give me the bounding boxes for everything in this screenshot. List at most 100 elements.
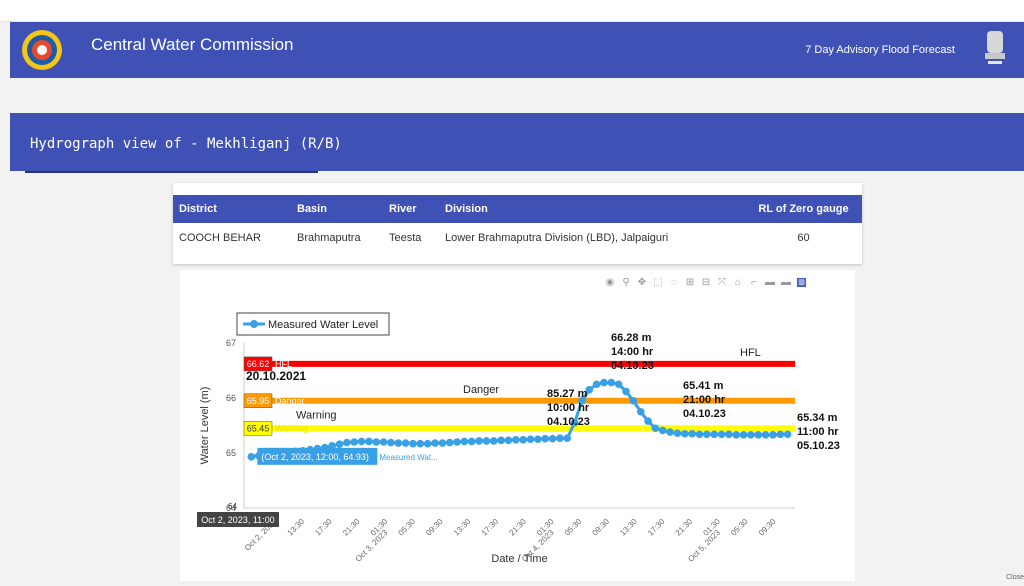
level-badge-hfl <box>243 356 273 372</box>
data-point <box>607 378 616 387</box>
zoom-in-icon[interactable]: ⊞ <box>685 277 695 288</box>
data-point <box>783 430 792 439</box>
x-tick-label: 13:30 <box>286 517 307 538</box>
hover-label-box <box>257 447 378 465</box>
title-underline <box>25 171 318 173</box>
chart-svg[interactable]: 64 65 66 67 66.62 HFL 65.95 Danger 65.45 Warning 2… <box>180 270 855 581</box>
x-tick-label: 13:30 <box>618 517 639 538</box>
data-point <box>629 396 638 405</box>
data-point <box>592 380 601 389</box>
data-point <box>416 439 425 448</box>
value-annotation-line: 66.28 m <box>611 332 652 344</box>
autoscale-icon[interactable]: ⤧ <box>718 277 726 288</box>
plotly-logo-icon[interactable]: ▥ <box>797 278 806 287</box>
value-annotation-line: 65.34 m <box>797 412 838 424</box>
data-point <box>644 417 652 425</box>
hydrograph-plot: ◉ ⚲ ✥ ⬚ ◌ ⊞ ⊟ ⤧ ⌂ ⌐ ▬ ▬ ▥ 64 65 66 67 66.62 H… <box>180 270 855 581</box>
y-tick-label: 65 <box>226 448 236 458</box>
data-point <box>585 385 594 394</box>
cell-district: COOCH BEHAR <box>179 232 261 244</box>
zoom-out-icon[interactable]: ⊟ <box>701 277 711 288</box>
header-district: District <box>179 203 217 215</box>
y-tick-label: 67 <box>226 338 236 348</box>
hover-series-name: Measured Wat... <box>379 453 437 462</box>
value-annotation-line: 85.27 m <box>547 388 588 400</box>
data-point <box>541 434 550 443</box>
data-point <box>365 437 373 446</box>
data-point <box>747 431 755 439</box>
cell-rl-zero-gauge: 60 <box>797 232 810 244</box>
danger-annotation: Danger <box>463 384 499 396</box>
data-point <box>431 439 439 447</box>
data-point <box>387 438 395 447</box>
data-point <box>754 431 763 439</box>
data-point <box>357 437 366 446</box>
hover-compare-icon[interactable]: ▬ <box>781 277 791 288</box>
value-annotation-line: 10:00 hr <box>547 402 590 414</box>
spike-lines-icon[interactable]: ⌐ <box>751 277 757 288</box>
x-tick-label: 05:30 <box>729 517 750 538</box>
data-point <box>343 438 351 447</box>
level-badge-text: 66.62 <box>247 359 270 369</box>
cwc-logo-icon[interactable] <box>21 29 63 71</box>
level-line-label: Warning <box>275 423 308 433</box>
level-badge-danger <box>243 393 273 408</box>
data-point <box>658 426 667 435</box>
data-point <box>717 430 726 439</box>
reset-axes-icon[interactable]: ⌂ <box>734 277 742 288</box>
national-emblem-icon <box>985 31 1005 64</box>
legend-swatch-dot <box>250 320 258 328</box>
data-point <box>379 438 388 446</box>
data-point <box>563 434 572 442</box>
x-tick-label: 05:30 <box>396 517 417 538</box>
level-line-label: Danger <box>275 396 305 406</box>
x-axis-title: Date / Time <box>491 553 547 565</box>
value-annotation-line: 05.10.23 <box>797 440 840 452</box>
x-tick-label: 17:30 <box>646 517 667 538</box>
data-point <box>739 431 748 439</box>
value-annotation-line: 04.10.23 <box>547 416 590 428</box>
hover-label-text: (Oct 2, 2023, 12:00, 64.93) <box>261 452 369 462</box>
level-line-label: HFL <box>275 359 292 369</box>
data-point <box>636 407 645 416</box>
legend-label: Measured Water Level <box>268 319 378 331</box>
data-point <box>409 439 417 448</box>
camera-icon[interactable]: ◉ <box>605 277 615 288</box>
table-header-row: District Basin River Division RL of Zero… <box>173 195 862 223</box>
hover-closest-icon[interactable]: ▬ <box>765 277 775 288</box>
data-point <box>548 434 557 443</box>
lasso-icon[interactable]: ◌ <box>671 277 677 288</box>
data-point <box>438 439 447 447</box>
data-point <box>703 430 711 439</box>
data-point <box>519 436 527 444</box>
data-point <box>651 424 660 433</box>
hfl-date-annotation: 20.10.2021 <box>246 369 306 383</box>
x-tick-label: 05:30 <box>563 517 584 538</box>
data-point <box>489 437 498 445</box>
x-tick-label: 09:30 <box>591 517 612 538</box>
data-point <box>666 428 674 436</box>
advisory-link[interactable]: 7 Day Advisory Flood Forecast <box>805 44 955 56</box>
pan-icon[interactable]: ✥ <box>637 277 647 288</box>
data-point <box>497 436 505 445</box>
data-point <box>732 431 741 439</box>
data-point <box>372 438 381 446</box>
data-point <box>335 440 344 448</box>
data-point <box>614 380 623 389</box>
data-point <box>394 439 403 447</box>
box-select-icon[interactable]: ⬚ <box>653 277 663 288</box>
zoom-icon[interactable]: ⚲ <box>622 277 630 288</box>
cell-division: Lower Brahmaputra Division (LBD), Jalpai… <box>445 232 669 244</box>
close-text[interactable]: Close <box>1006 574 1024 581</box>
data-point <box>445 438 454 447</box>
data-point <box>600 378 608 387</box>
x-hover-label-text: Oct 2, 2023, 11:00 <box>201 515 274 525</box>
value-annotation-line: 11:00 hr <box>797 426 839 438</box>
data-point <box>710 430 718 439</box>
x-tick-label: 09:30 <box>424 517 445 538</box>
level-badge-warning <box>243 421 273 436</box>
hydrograph-title: Hydrograph view of - Mekhliganj (R/B) <box>30 136 342 152</box>
data-point <box>761 431 770 439</box>
cell-river: Teesta <box>389 232 422 244</box>
legend-box <box>236 312 390 336</box>
